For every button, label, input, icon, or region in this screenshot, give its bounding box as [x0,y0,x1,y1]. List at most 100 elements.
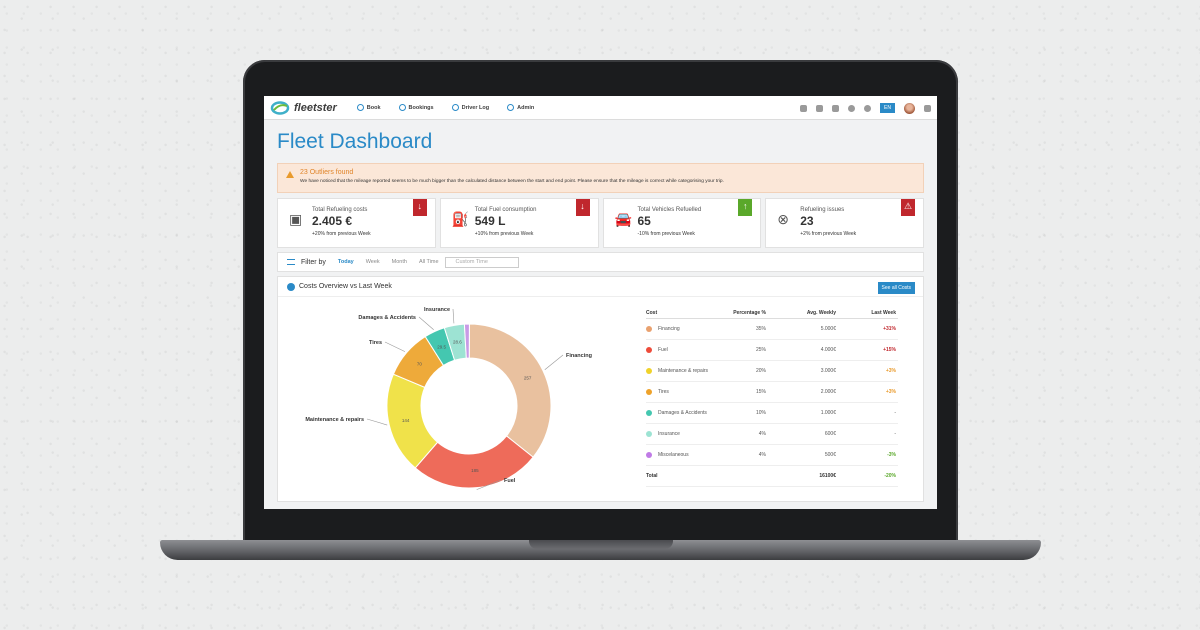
kpi-label: Refueling issues [800,207,845,213]
cost-last-week: -3% [887,452,896,458]
nav-item-book[interactable]: Book [356,104,381,111]
screen: fleetster Book Bookings Driver Log Admin EN… [264,96,937,509]
table-header: Cost Percentage % Avg. Weekly Last Week [646,307,898,319]
slice-category-label: Insurance [424,307,450,313]
kpi-label: Total Refueling costs [312,207,368,213]
document-icon[interactable] [816,104,824,112]
donut-slice[interactable] [468,323,552,458]
outlier-alert: 23 Outliers found We have noticed that t… [277,163,924,193]
nav-item-label: Admin [517,104,535,111]
trend-up-icon: ↑ [738,199,753,216]
cost-name: Fuel [658,347,668,353]
kpi-card[interactable]: 🚘 Total Vehicles Refuelled 65 -10% from … [602,198,762,248]
logout-icon[interactable] [924,104,931,112]
globe-icon[interactable] [864,104,872,112]
slice-value-label: 29.5 [437,345,446,350]
bell-icon[interactable] [800,104,808,112]
table-row[interactable]: Financing 35% 5.000€ +31% [646,319,898,340]
slice-category-label: Fuel [504,478,516,484]
kpi-card[interactable]: ⛽ Total Fuel consumption 549 L +10% from… [439,198,599,248]
cost-avg: 500€ [824,452,836,458]
cost-last-week: +3% [885,368,896,374]
col-cost: Cost [646,309,658,316]
kpi-delta: -10% from previous Week [637,231,695,237]
slice-value-label: 70 [417,361,423,366]
kpi-card[interactable]: ▣ Total Refueling costs 2.405 € +20% fro… [277,198,436,248]
total-avg: 16100€ [819,473,836,479]
slice-category-label: Tires [369,340,382,346]
cost-avg: 3.000€ [820,368,836,374]
category-icon [646,347,652,353]
trend-down-icon: ↓ [412,199,427,216]
briefcase-icon[interactable] [832,104,840,112]
col-percentage: Percentage % [733,309,766,316]
cost-percentage: 35% [755,326,766,332]
filter-label: Filter by [301,258,326,266]
slice-category-label: Financing [566,353,592,359]
kpi-label: Total Vehicles Refuelled [637,207,702,213]
table-row[interactable]: Damages & Accidents 10% 1.000€ - [646,403,898,424]
cost-last-week: - [894,410,896,416]
kpi-card[interactable]: ⊗ Refueling issues 23 +2% from previous … [765,198,924,248]
page-title: Fleet Dashboard [277,130,433,153]
kpi-delta: +2% from previous Week [800,231,857,237]
custom-time-input[interactable]: Custom Time [444,256,519,268]
logo[interactable]: fleetster [270,100,337,115]
table-total-row: Total 16100€ -20% [646,466,898,487]
book-icon [356,104,364,111]
filter-week[interactable]: Week [365,259,380,265]
cost-percentage: 4% [758,431,766,437]
see-all-costs-button[interactable]: See all Costs [877,282,915,294]
total-label: Total [646,473,658,479]
kpi-value: 23 [800,214,814,228]
table-row[interactable]: Insurance 4% 600€ - [646,424,898,445]
category-icon [646,452,652,458]
cost-name: Insurance [658,431,680,437]
category-icon [646,326,652,332]
filter-today[interactable]: Today [337,259,354,265]
cost-name: Miscelaneous [658,452,689,458]
language-button[interactable]: EN [880,103,895,113]
category-icon [646,431,652,437]
logo-text: fleetster [294,101,337,114]
nav-item-bookings[interactable]: Bookings [398,104,434,111]
slice-value-label: 28.6 [453,340,462,345]
driver-log-icon [451,104,459,111]
cost-percentage: 25% [755,347,766,353]
alert-title[interactable]: 23 Outliers found [300,169,354,176]
filter-bar: Filter by Today Week Month All Time Cust… [277,252,924,272]
logo-mark-icon [270,100,290,115]
total-last-week: -20% [884,473,896,479]
cost-percentage: 20% [755,368,766,374]
cost-avg: 4.000€ [820,347,836,353]
nav-item-driver-log[interactable]: Driver Log [451,104,490,111]
kpi-value: 2.405 € [312,214,353,228]
filter-month[interactable]: Month [391,259,407,265]
trend-down-icon: ↓ [575,199,590,216]
laptop-base [160,540,1041,560]
main-content: Fleet Dashboard 23 Outliers found We hav… [264,130,937,502]
help-icon[interactable] [848,104,856,112]
slice-leader-line [452,308,455,324]
cost-name: Maintenance & repairs [658,368,709,374]
table-row[interactable]: Miscelaneous 4% 500€ -3% [646,445,898,466]
filter-all-time[interactable]: All Time [418,259,439,265]
slice-leader-line [418,316,434,331]
table-row[interactable]: Fuel 25% 4.000€ +15% [646,340,898,361]
warning-icon [286,171,294,178]
avatar[interactable] [904,102,915,114]
nav-menu: Book Bookings Driver Log Admin [356,104,552,111]
donut-slice[interactable] [463,323,470,359]
kpi-value: 65 [637,214,651,228]
table-row[interactable]: Tires 15% 2.000€ +3% [646,382,898,403]
slice-leader-line [544,354,564,370]
cost-percentage: 15% [755,389,766,395]
nav-item-admin[interactable]: Admin [507,104,534,111]
x-circle-icon: ⊗ [777,211,789,227]
fuel-pump-icon: ⛽ [451,211,470,227]
nav-item-label: Bookings [408,104,434,111]
table-row[interactable]: Maintenance & repairs 20% 3.000€ +3% [646,361,898,382]
cost-avg: 600€ [824,431,836,437]
nav-item-label: Driver Log [461,104,490,111]
costs-table: Cost Percentage % Avg. Weekly Last Week … [646,307,898,487]
